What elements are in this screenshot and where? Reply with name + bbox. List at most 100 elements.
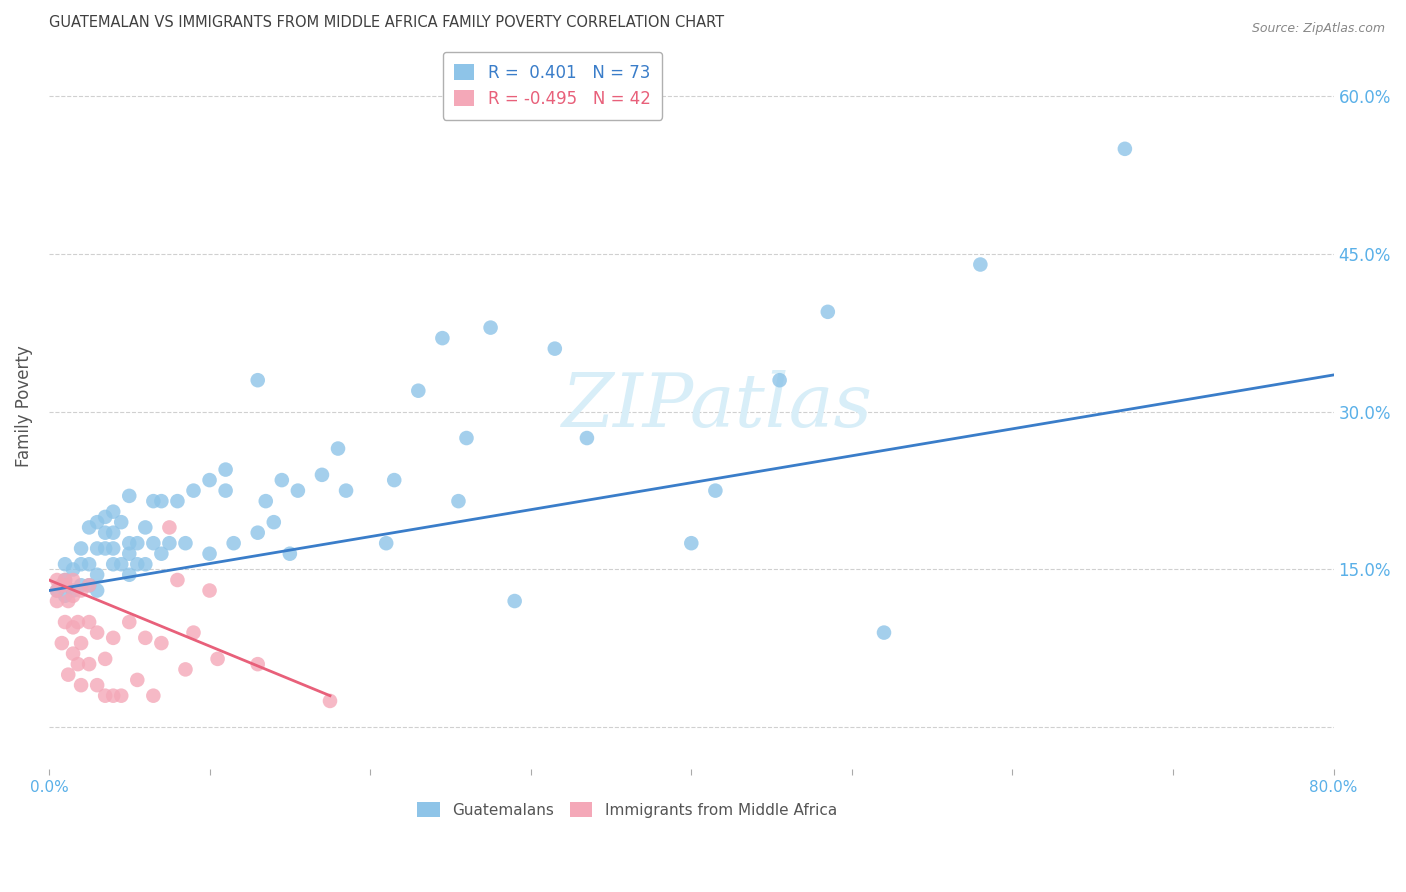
Point [150, 494, 173, 508]
Point [575, 431, 598, 445]
Point [110, 515, 132, 529]
Point [62, 589, 84, 603]
Point [58, 667, 80, 681]
Point [382, 473, 405, 487]
Point [503, 594, 526, 608]
Point [134, 520, 156, 534]
Point [319, 694, 342, 708]
Point [174, 536, 197, 550]
Point [66, 657, 89, 672]
Point [254, 494, 277, 508]
Point [270, 473, 292, 487]
Point [214, 483, 236, 498]
Point [86, 583, 108, 598]
Point [94, 689, 117, 703]
Text: GUATEMALAN VS IMMIGRANTS FROM MIDDLE AFRICA FAMILY POVERTY CORRELATION CHART: GUATEMALAN VS IMMIGRANTS FROM MIDDLE AFR… [49, 15, 724, 30]
Point [447, 494, 470, 508]
Point [375, 536, 398, 550]
Point [118, 536, 141, 550]
Point [150, 636, 173, 650]
Point [118, 615, 141, 629]
Point [46, 594, 69, 608]
Point [70, 541, 93, 556]
Point [166, 573, 188, 587]
Point [768, 373, 790, 387]
Point [62, 647, 84, 661]
Point [62, 562, 84, 576]
Text: ZIPatlas: ZIPatlas [561, 370, 873, 442]
Point [246, 525, 269, 540]
Point [335, 483, 357, 498]
Point [53, 578, 76, 592]
Point [94, 509, 117, 524]
Point [62, 620, 84, 634]
Point [198, 547, 221, 561]
Point [110, 558, 132, 572]
Point [86, 625, 108, 640]
Point [58, 594, 80, 608]
Point [142, 536, 165, 550]
Point [408, 384, 430, 398]
Point [62, 583, 84, 598]
Point [246, 373, 269, 387]
Point [103, 505, 125, 519]
Point [46, 583, 69, 598]
Point [70, 636, 93, 650]
Point [1114, 142, 1136, 156]
Point [103, 558, 125, 572]
Point [326, 442, 349, 456]
Legend: Guatemalans, Immigrants from Middle Africa: Guatemalans, Immigrants from Middle Afri… [408, 793, 846, 827]
Point [166, 494, 188, 508]
Point [127, 673, 149, 687]
Point [817, 305, 839, 319]
Point [214, 462, 236, 476]
Point [287, 483, 309, 498]
Point [157, 520, 180, 534]
Point [207, 652, 229, 666]
Point [118, 547, 141, 561]
Point [103, 631, 125, 645]
Point [70, 678, 93, 692]
Point [62, 573, 84, 587]
Point [77, 578, 100, 592]
Point [263, 515, 285, 529]
Point [77, 615, 100, 629]
Point [134, 631, 156, 645]
Point [70, 583, 93, 598]
Point [53, 573, 76, 587]
Point [94, 541, 117, 556]
Point [873, 625, 896, 640]
Point [127, 536, 149, 550]
Point [183, 483, 205, 498]
Point [53, 558, 76, 572]
Point [544, 342, 567, 356]
Point [198, 473, 221, 487]
Point [103, 525, 125, 540]
Point [110, 689, 132, 703]
Point [432, 331, 454, 345]
Point [46, 583, 69, 598]
Point [174, 662, 197, 676]
Point [150, 547, 173, 561]
Point [94, 525, 117, 540]
Point [183, 625, 205, 640]
Text: Source: ZipAtlas.com: Source: ZipAtlas.com [1251, 22, 1385, 36]
Point [77, 657, 100, 672]
Point [53, 589, 76, 603]
Point [311, 467, 333, 482]
Point [94, 652, 117, 666]
Point [51, 578, 73, 592]
Point [118, 489, 141, 503]
Point [278, 547, 301, 561]
Point [77, 520, 100, 534]
Point [86, 567, 108, 582]
Point [53, 573, 76, 587]
Y-axis label: Family Poverty: Family Poverty [15, 345, 32, 467]
Point [157, 536, 180, 550]
Point [222, 536, 245, 550]
Point [103, 689, 125, 703]
Point [479, 320, 502, 334]
Point [456, 431, 478, 445]
Point [86, 678, 108, 692]
Point [51, 636, 73, 650]
